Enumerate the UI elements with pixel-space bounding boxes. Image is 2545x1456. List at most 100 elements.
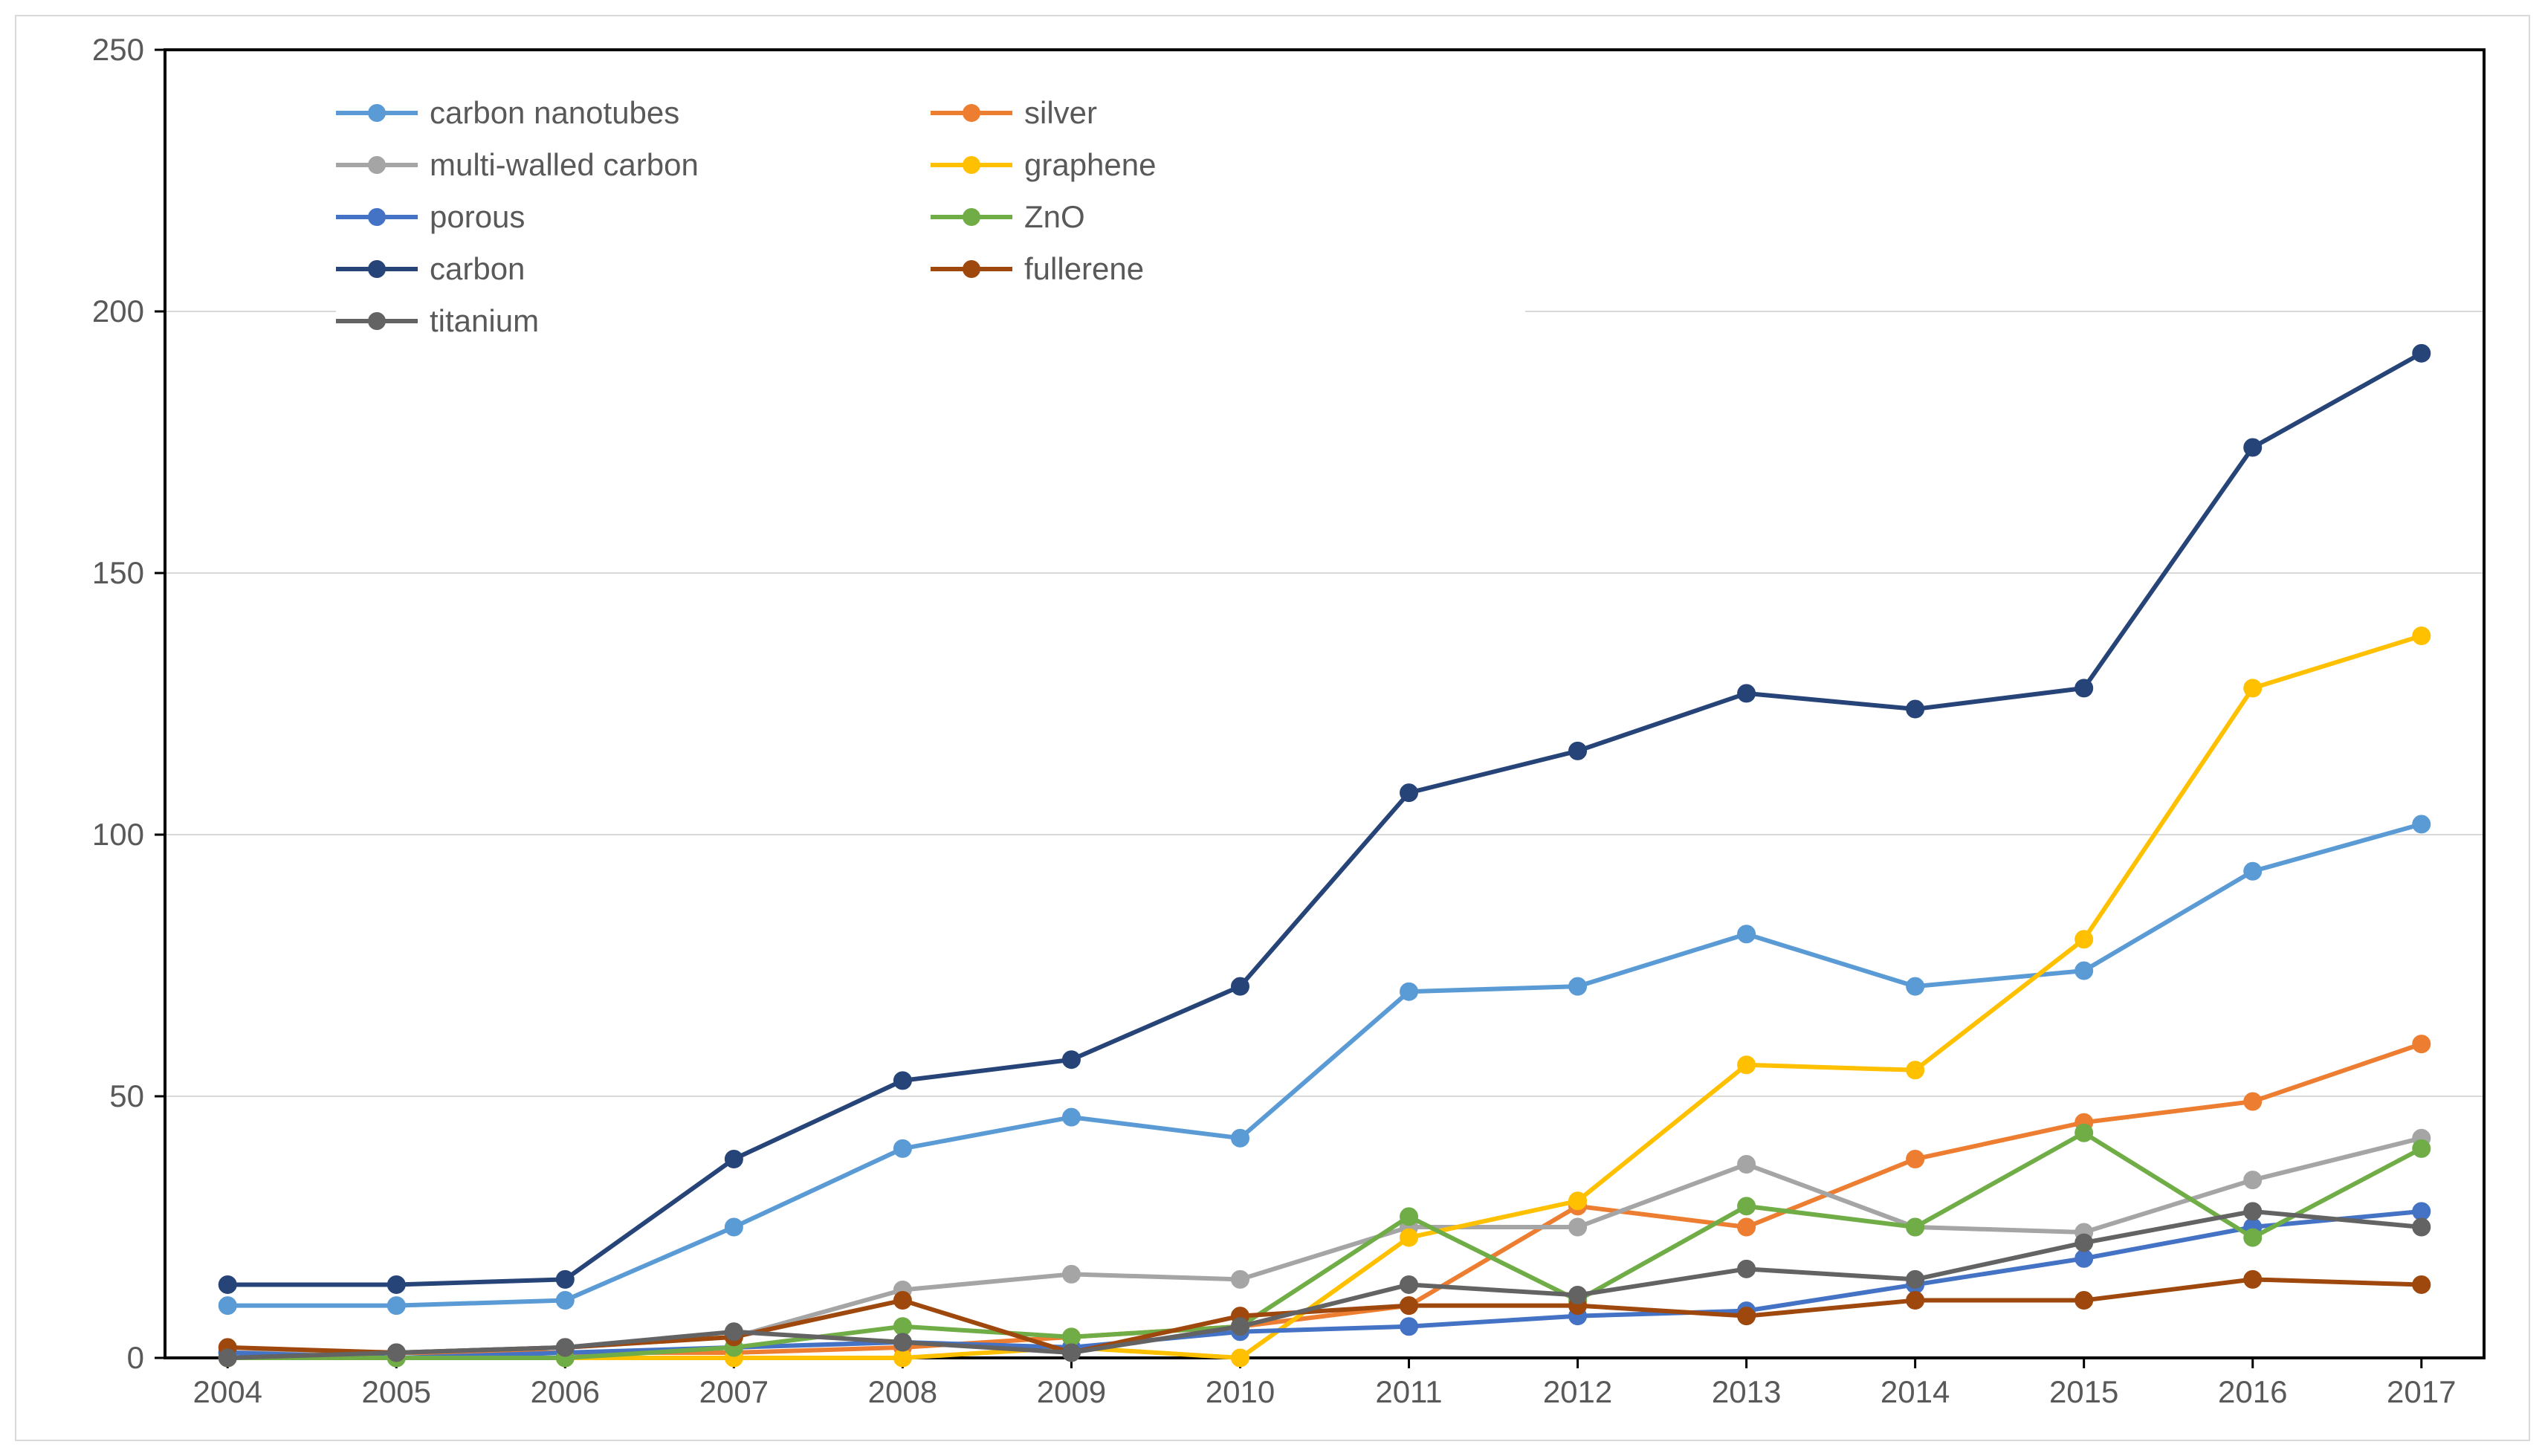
y-tick-label: 0 bbox=[127, 1340, 144, 1375]
legend-label: ZnO bbox=[1024, 199, 1085, 235]
series-marker-graphene bbox=[1569, 1192, 1587, 1210]
series-marker-carbon_nanotubes bbox=[1907, 977, 1924, 995]
series-marker-titanium bbox=[1569, 1287, 1587, 1304]
x-tick-label: 2015 bbox=[2049, 1374, 2118, 1409]
legend-column: silver graphene ZnO fullerene bbox=[931, 87, 1525, 347]
series-line-graphene bbox=[227, 635, 2422, 1358]
x-tick-label: 2010 bbox=[1206, 1374, 1275, 1409]
series-marker-carbon_nanotubes bbox=[556, 1292, 574, 1310]
series-marker-carbon bbox=[1400, 784, 1418, 802]
x-tick-label: 2009 bbox=[1037, 1374, 1106, 1409]
x-tick-label: 2004 bbox=[193, 1374, 262, 1409]
series-marker-multi_walled bbox=[1569, 1218, 1587, 1236]
legend-swatch bbox=[931, 243, 1012, 295]
series-marker-carbon_nanotubes bbox=[1400, 983, 1418, 1000]
series-marker-titanium bbox=[556, 1339, 574, 1356]
series-marker-multi_walled bbox=[1738, 1156, 1756, 1174]
series-marker-carbon bbox=[1738, 685, 1756, 702]
series-marker-graphene bbox=[2075, 931, 2093, 948]
series-marker-graphene bbox=[2244, 679, 2262, 697]
x-tick-label: 2006 bbox=[531, 1374, 600, 1409]
legend-marker-icon bbox=[963, 260, 980, 278]
legend-item-carbon_nanotubes: carbon nanotubes bbox=[336, 87, 931, 139]
legend-marker-icon bbox=[963, 104, 980, 122]
legend-label: fullerene bbox=[1024, 251, 1144, 287]
series-marker-fullerene bbox=[2075, 1292, 2093, 1310]
series-line-carbon bbox=[227, 353, 2422, 1284]
series-marker-titanium bbox=[1738, 1260, 1756, 1278]
legend-item-fullerene: fullerene bbox=[931, 243, 1525, 295]
legend-spacer bbox=[931, 295, 1525, 347]
legend-marker-icon bbox=[963, 156, 980, 174]
legend-label: silver bbox=[1024, 95, 1097, 131]
legend-item-multi_walled: multi-walled carbon bbox=[336, 139, 931, 191]
series-marker-zno bbox=[2075, 1124, 2093, 1142]
series-marker-carbon bbox=[2413, 344, 2431, 362]
y-tick-label: 100 bbox=[92, 817, 144, 852]
series-marker-titanium bbox=[893, 1333, 911, 1351]
series-marker-graphene bbox=[2413, 627, 2431, 644]
series-marker-graphene bbox=[893, 1349, 911, 1367]
series-marker-carbon_nanotubes bbox=[219, 1297, 236, 1315]
legend-marker-icon bbox=[368, 156, 386, 174]
legend-swatch bbox=[336, 87, 418, 139]
legend-label: carbon nanotubes bbox=[430, 95, 679, 131]
x-tick-label: 2008 bbox=[868, 1374, 937, 1409]
series-marker-titanium bbox=[1231, 1318, 1249, 1336]
series-marker-fullerene bbox=[893, 1292, 911, 1310]
legend-marker-icon bbox=[963, 208, 980, 226]
series-marker-fullerene bbox=[1400, 1297, 1418, 1315]
x-tick-label: 2013 bbox=[1712, 1374, 1781, 1409]
series-marker-titanium bbox=[2075, 1234, 2093, 1252]
x-tick-label: 2007 bbox=[699, 1374, 769, 1409]
legend-swatch bbox=[931, 139, 1012, 191]
series-marker-graphene bbox=[1231, 1349, 1249, 1367]
series-marker-carbon_nanotubes bbox=[1569, 977, 1587, 995]
x-tick-label: 2011 bbox=[1375, 1374, 1442, 1409]
series-marker-porous bbox=[2075, 1249, 2093, 1267]
series-marker-porous bbox=[2413, 1203, 2431, 1220]
legend-swatch bbox=[931, 87, 1012, 139]
series-marker-titanium bbox=[2413, 1218, 2431, 1236]
series-marker-titanium bbox=[2244, 1203, 2262, 1220]
y-tick-label: 250 bbox=[92, 32, 144, 67]
series-marker-carbon_nanotubes bbox=[1231, 1129, 1249, 1147]
legend-column: carbon nanotubes multi-walled carbonporou… bbox=[336, 87, 931, 347]
legend-item-porous: porous bbox=[336, 191, 931, 243]
series-marker-fullerene bbox=[2413, 1275, 2431, 1293]
series-marker-carbon bbox=[219, 1275, 236, 1293]
series-marker-zno bbox=[893, 1318, 911, 1336]
series-marker-titanium bbox=[1907, 1270, 1924, 1288]
series-marker-fullerene bbox=[2244, 1270, 2262, 1288]
legend-label: graphene bbox=[1024, 147, 1157, 183]
legend-item-silver: silver bbox=[931, 87, 1525, 139]
series-marker-carbon bbox=[387, 1275, 405, 1293]
series-marker-carbon_nanotubes bbox=[1062, 1108, 1080, 1126]
series-marker-carbon bbox=[1062, 1051, 1080, 1069]
series-marker-graphene bbox=[1907, 1061, 1924, 1079]
legend-marker-icon bbox=[368, 208, 386, 226]
series-marker-carbon bbox=[1569, 742, 1587, 760]
series-marker-fullerene bbox=[1907, 1292, 1924, 1310]
series-marker-carbon bbox=[2075, 679, 2093, 697]
series-marker-multi_walled bbox=[1062, 1265, 1080, 1283]
series-marker-graphene bbox=[1400, 1229, 1418, 1246]
series-marker-carbon_nanotubes bbox=[2244, 862, 2262, 880]
series-marker-carbon bbox=[893, 1072, 911, 1090]
legend-swatch bbox=[336, 243, 418, 295]
series-marker-zno bbox=[1400, 1208, 1418, 1226]
y-tick-label: 200 bbox=[92, 294, 144, 329]
legend-marker-icon bbox=[368, 260, 386, 278]
series-marker-carbon bbox=[2244, 439, 2262, 456]
series-marker-carbon bbox=[556, 1270, 574, 1288]
chart-container: 2004200520062007200820092010201120122013… bbox=[0, 0, 2545, 1456]
series-marker-carbon_nanotubes bbox=[893, 1139, 911, 1157]
legend-marker-icon bbox=[368, 312, 386, 330]
series-marker-carbon_nanotubes bbox=[387, 1297, 405, 1315]
x-tick-label: 2016 bbox=[2218, 1374, 2287, 1409]
series-marker-carbon_nanotubes bbox=[2413, 815, 2431, 833]
chart-legend: carbon nanotubes multi-walled carbonporou… bbox=[336, 87, 1525, 347]
legend-swatch bbox=[336, 295, 418, 347]
legend-item-graphene: graphene bbox=[931, 139, 1525, 191]
series-marker-titanium bbox=[387, 1344, 405, 1362]
